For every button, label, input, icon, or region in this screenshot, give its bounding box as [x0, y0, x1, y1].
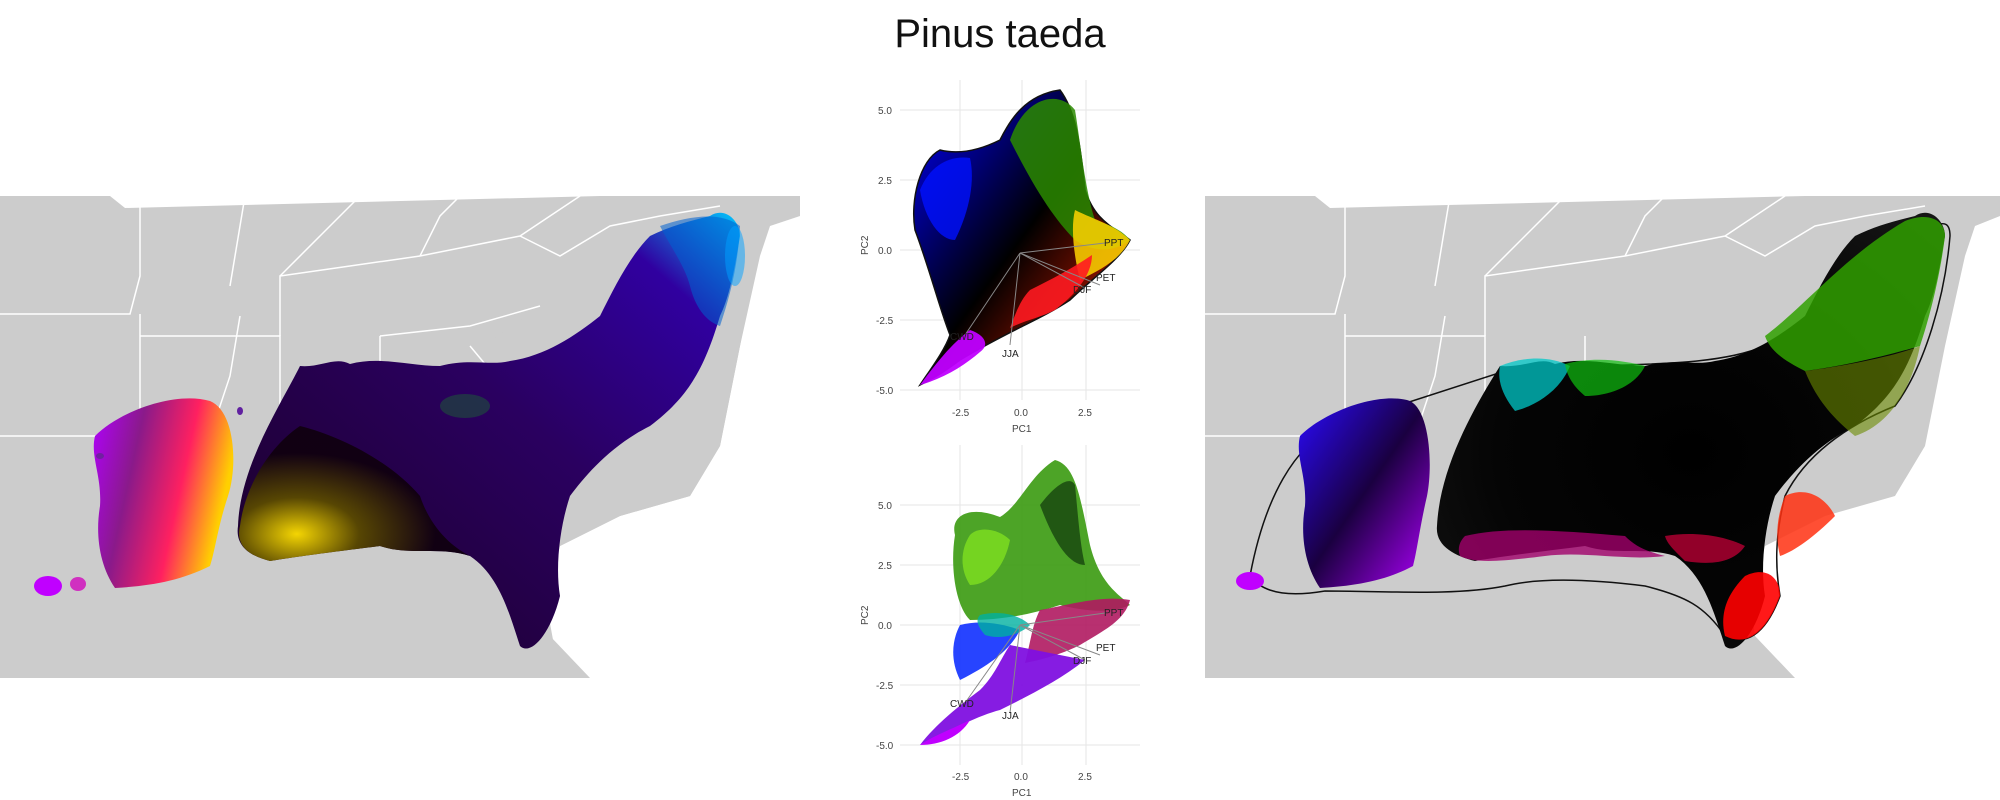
figure-title: Pinus taeda [894, 12, 1106, 56]
y-tick-5: -5.0 [876, 386, 894, 397]
y-tick-3: 0.0 [878, 246, 892, 257]
pca2-label-jja: JJA [1002, 711, 1019, 722]
y2-tick-1: 5.0 [878, 501, 892, 512]
y2-tick-3: 0.0 [878, 621, 892, 632]
range-hull-outline [1249, 223, 1951, 641]
x2-tick-1: -2.5 [952, 772, 970, 783]
pca-label-cwd: CWD [950, 332, 974, 343]
pca-label-ppt: PPT [1104, 238, 1123, 249]
pca-label-djf: DJF [1073, 285, 1091, 296]
x2-tick-2: 0.0 [1014, 772, 1028, 783]
observed-climate-map [0, 196, 800, 678]
pca-label-jja: JJA [1002, 349, 1019, 360]
y2-axis-label: PC2 [860, 605, 871, 625]
x-axis-label: PC1 [1012, 424, 1032, 435]
y2-tick-2: 2.5 [878, 561, 892, 572]
pca2-label-djf: DJF [1073, 656, 1091, 667]
x2-tick-3: 2.5 [1078, 772, 1092, 783]
y-tick-1: 5.0 [878, 106, 892, 117]
y-tick-4: -2.5 [876, 316, 894, 327]
pca-biplot-points: PPT PET DJF CWD JJA 5.0 2.5 0.0 -2.5 -5.… [860, 445, 1140, 800]
y2-tick-5: -5.0 [876, 741, 894, 752]
x-tick-1: -2.5 [952, 408, 970, 419]
pca-label-pet: PET [1096, 273, 1115, 284]
y2-tick-4: -2.5 [876, 681, 894, 692]
y-axis-label: PC2 [860, 235, 871, 255]
x-tick-2: 0.0 [1014, 408, 1028, 419]
pca2-label-ppt: PPT [1104, 608, 1123, 619]
west-region [93, 398, 234, 588]
pca2-label-pet: PET [1096, 643, 1115, 654]
interpolated-climate-map [1205, 196, 2000, 678]
pca2-label-cwd: CWD [950, 699, 974, 710]
x2-axis-label: PC1 [1012, 788, 1032, 799]
y-tick-2: 2.5 [878, 176, 892, 187]
pca-biplot-hull: PPT PET DJF CWD JJA 5.0 2.5 0.0 -2.5 -5.… [860, 80, 1140, 440]
west-region-right [1298, 398, 1430, 588]
x-tick-3: 2.5 [1078, 408, 1092, 419]
